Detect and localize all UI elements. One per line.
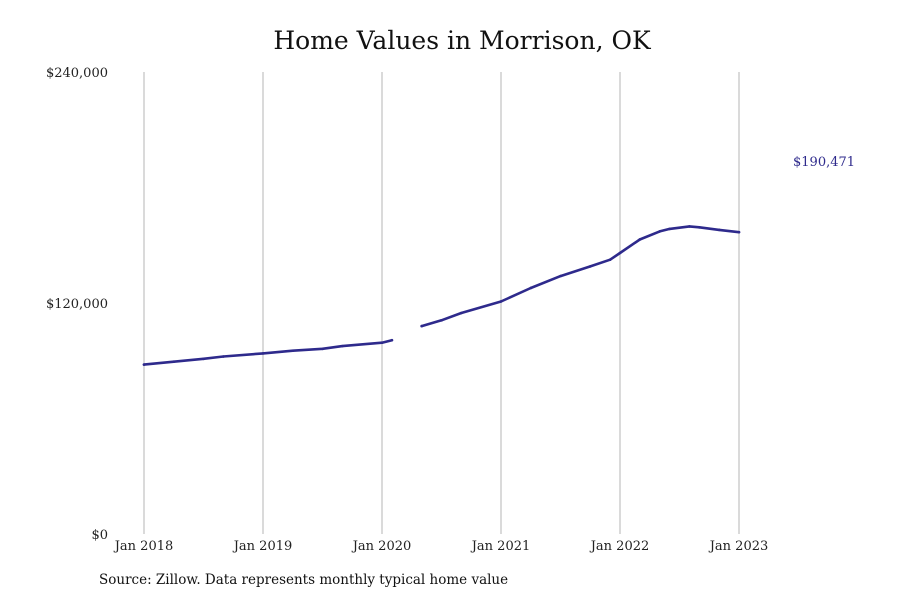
- series-lines: [142, 225, 741, 366]
- series-line-segment-0-1: [420, 225, 741, 328]
- data-point: [341, 344, 344, 348]
- data-point: [142, 363, 146, 366]
- data-point: [658, 230, 661, 233]
- data-point: [460, 311, 463, 315]
- data-point: [717, 228, 721, 232]
- annotations: $190,471: [793, 155, 855, 170]
- x-tick-label-1: Jan 2019: [232, 539, 293, 554]
- data-point: [668, 227, 671, 231]
- data-point: [172, 360, 176, 364]
- data-point: [440, 319, 443, 322]
- data-point: [737, 230, 741, 234]
- data-point: [618, 251, 622, 255]
- data-point: [588, 265, 592, 268]
- data-point: [261, 352, 265, 355]
- data-point: [202, 357, 205, 361]
- source-note: Source: Zillow. Data represents monthly …: [99, 572, 509, 588]
- x-tick-label-5: Jan 2023: [708, 539, 769, 554]
- data-point: [638, 238, 642, 241]
- data-point: [321, 347, 324, 351]
- data-point: [420, 324, 423, 328]
- x-tick-label-3: Jan 2021: [470, 539, 531, 554]
- data-point: [390, 338, 394, 342]
- vertical-gridlines: [143, 72, 740, 534]
- data-point: [688, 225, 691, 228]
- data-point: [222, 355, 225, 358]
- data-point: [698, 226, 701, 229]
- x-tick-label-4: Jan 2022: [589, 539, 650, 554]
- data-point: [529, 286, 533, 290]
- series-line-segment-0-0: [142, 338, 394, 366]
- data-point: [291, 349, 295, 353]
- data-point: [608, 258, 612, 261]
- y-tick-label-1: $120,000: [46, 297, 108, 312]
- y-tick-label-2: $240,000: [46, 66, 108, 81]
- x-tick-label-0: Jan 2018: [113, 539, 174, 554]
- x-axis-tick-labels: Jan 2018 Jan 2019 Jan 2020 Jan 2021 Jan 2022…: [113, 539, 769, 554]
- data-point: [559, 274, 562, 278]
- value-annotation: $190,471: [793, 155, 855, 170]
- data-point: [380, 341, 384, 344]
- chart-title: Home Values in Morrison, OK: [273, 26, 651, 55]
- y-tick-label-0: $0: [91, 528, 108, 543]
- y-axis-tick-labels: $0 $120,000 $240,000: [46, 66, 108, 543]
- data-point: [499, 300, 503, 303]
- x-tick-label-2: Jan 2020: [351, 539, 412, 554]
